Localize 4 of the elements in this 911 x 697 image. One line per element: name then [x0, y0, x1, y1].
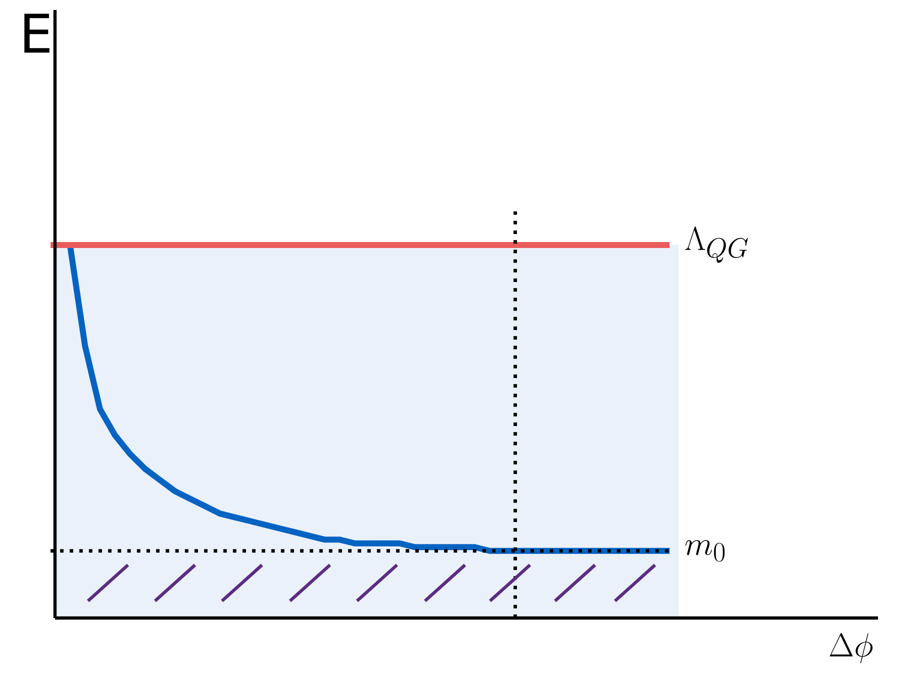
ref-line-label: $m_0$: [685, 540, 725, 562]
ref-line-label: $\Lambda_{QG}$: [685, 226, 748, 263]
text: $\Delta\phi$: [830, 632, 873, 664]
y-axis-title: E: [24, 14, 50, 53]
